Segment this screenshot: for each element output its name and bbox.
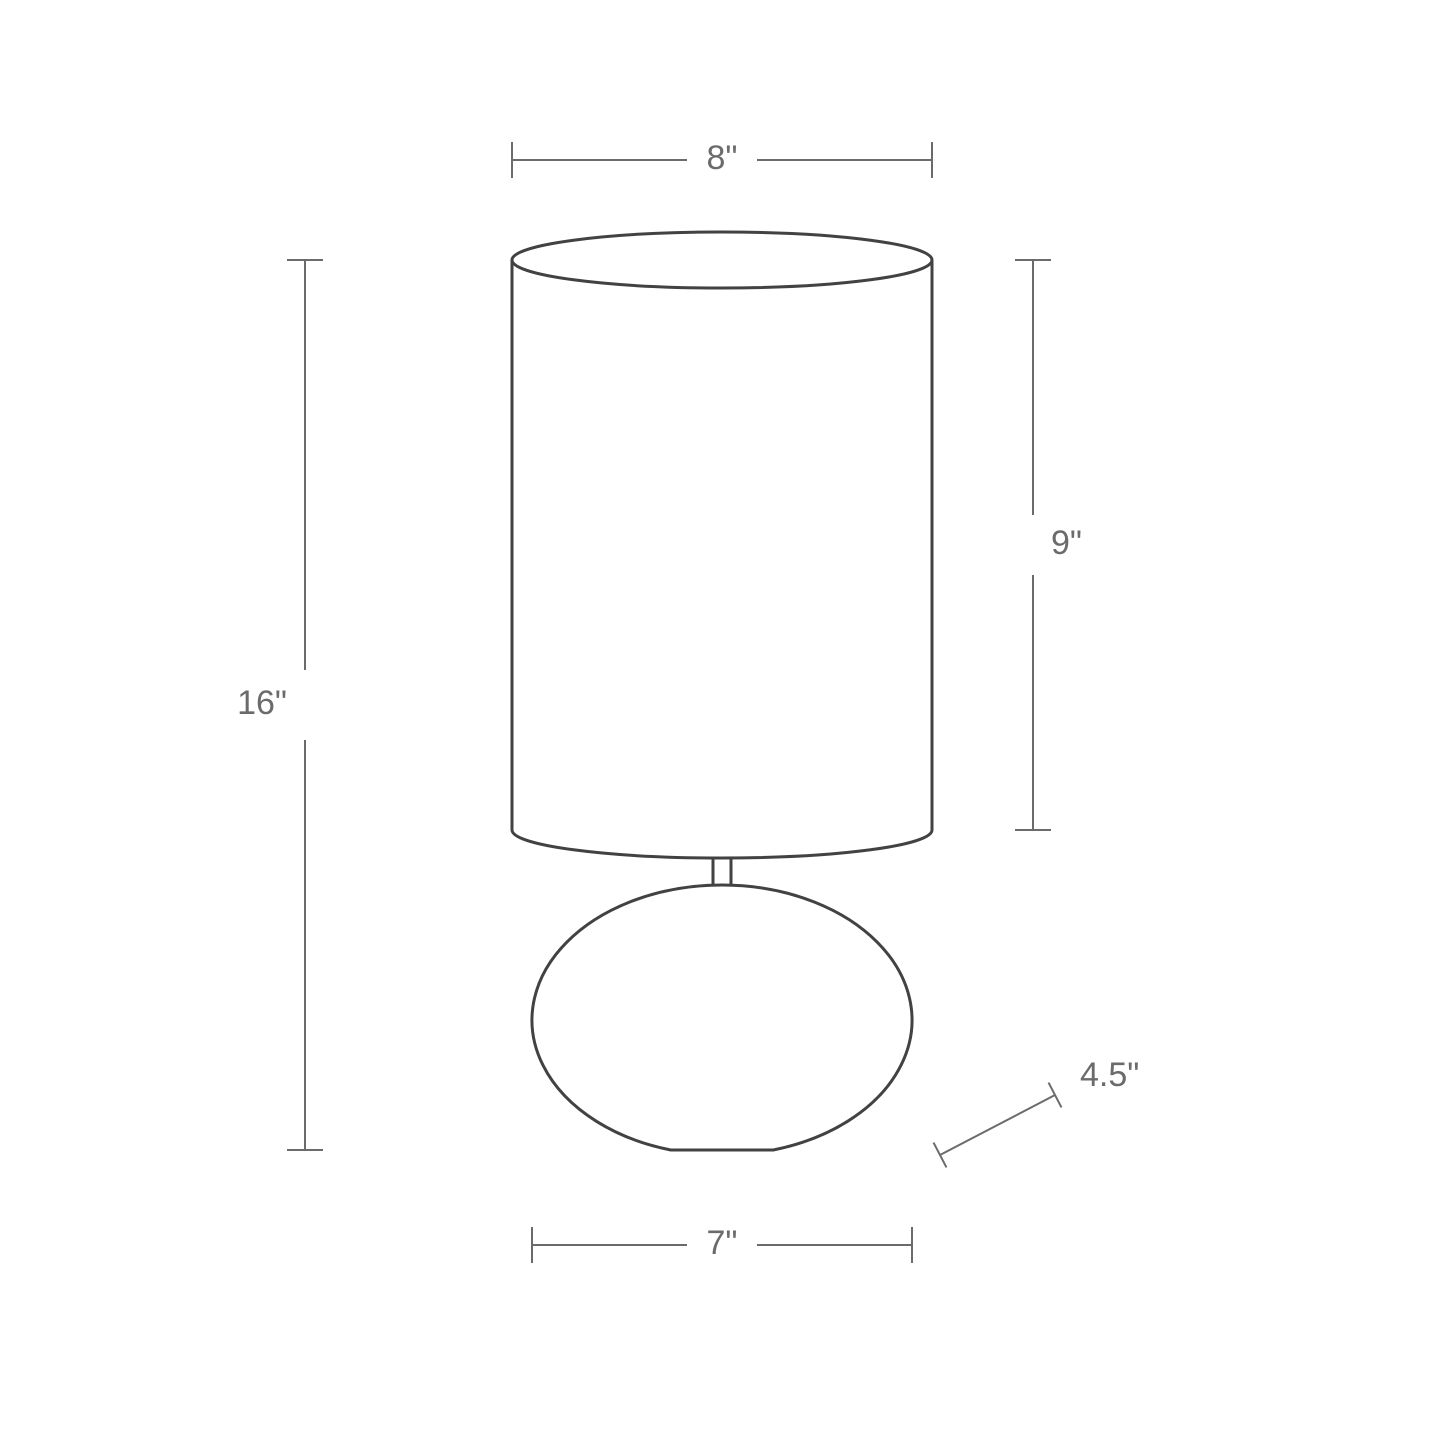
- dim-shade-width-label: 8": [707, 139, 738, 177]
- lamp-shade-top: [512, 232, 932, 288]
- lamp-shade-bottom: [512, 830, 932, 858]
- dim-total-height: [287, 260, 323, 1150]
- dim-base-width-label: 7": [707, 1224, 738, 1262]
- dimension-diagram: 8" 9" 16" 7" 4.5": [0, 0, 1445, 1445]
- dim-shade-height: [1015, 260, 1051, 830]
- dim-total-height-label: 16": [237, 684, 287, 722]
- lamp-base: [532, 885, 912, 1150]
- dim-base-depth: [934, 1083, 1062, 1168]
- dim-shade-height-label: 9": [1051, 524, 1082, 562]
- dim-base-depth-label: 4.5": [1080, 1056, 1139, 1094]
